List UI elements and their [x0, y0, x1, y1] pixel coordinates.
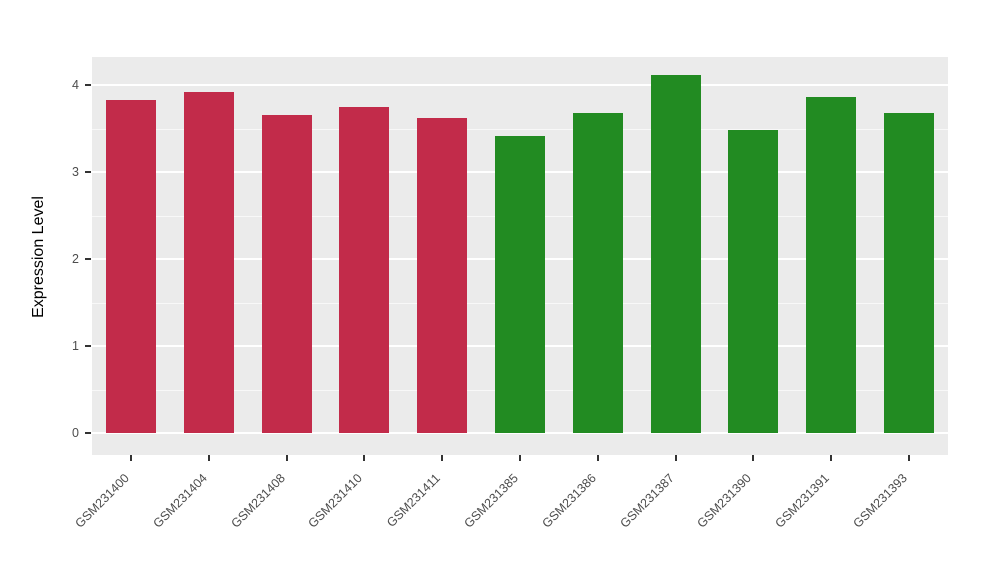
- gridline-major: [92, 84, 948, 86]
- y-tick-mark: [85, 345, 91, 347]
- x-tick-mark: [674, 455, 677, 461]
- x-tick-mark: [596, 455, 599, 461]
- bar: [884, 112, 935, 433]
- x-tick-mark: [441, 455, 444, 461]
- x-tick-mark: [207, 455, 210, 461]
- gridline-minor: [92, 128, 948, 130]
- x-tick-mark: [363, 455, 366, 461]
- y-tick-label: 2: [72, 252, 79, 266]
- y-tick-label: 1: [72, 339, 79, 353]
- x-tick-mark: [129, 455, 132, 461]
- bar: [339, 106, 390, 433]
- x-tick-mark: [519, 455, 521, 461]
- x-tick-mark: [830, 455, 833, 461]
- bar: [183, 91, 234, 433]
- y-tick-mark: [85, 84, 91, 86]
- plot-panel: [92, 57, 948, 455]
- gridline-major: [92, 432, 948, 434]
- y-tick-label: 0: [72, 426, 79, 440]
- y-tick-mark: [85, 171, 91, 173]
- bar: [572, 112, 623, 433]
- x-tick-mark: [285, 455, 288, 461]
- bar: [417, 118, 468, 433]
- bar: [650, 75, 701, 433]
- x-tick-mark: [908, 455, 911, 461]
- y-tick-mark: [85, 432, 91, 434]
- bar: [495, 136, 545, 433]
- bar: [261, 114, 312, 433]
- y-tick-mark: [85, 258, 91, 260]
- y-tick-label: 3: [72, 165, 79, 179]
- y-tick-label: 4: [72, 78, 79, 92]
- bar: [105, 99, 156, 433]
- x-tick-mark: [752, 455, 755, 461]
- bar: [806, 97, 857, 433]
- bar: [728, 130, 779, 433]
